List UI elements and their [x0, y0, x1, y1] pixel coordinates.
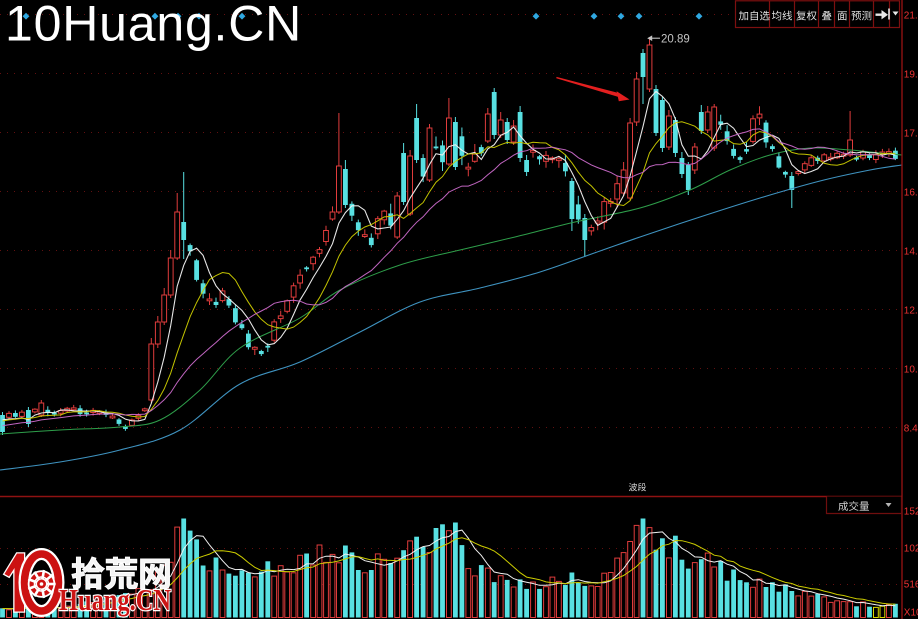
svg-text:516: 516	[904, 580, 918, 591]
svg-text:X10: X10	[904, 608, 918, 619]
svg-text:102: 102	[904, 544, 918, 555]
svg-text:10Huang.CN: 10Huang.CN	[5, 0, 302, 52]
svg-text:12.: 12.	[904, 305, 918, 316]
svg-text:20.89: 20.89	[661, 34, 690, 46]
svg-text:8.4: 8.4	[904, 423, 918, 434]
svg-text:19.: 19.	[904, 69, 918, 80]
svg-text:17.: 17.	[904, 128, 918, 139]
svg-text:14.: 14.	[904, 246, 918, 257]
svg-text:10.: 10.	[904, 364, 918, 375]
svg-text:Huang.CN: Huang.CN	[59, 582, 171, 617]
svg-text:16.: 16.	[904, 187, 918, 198]
svg-text:21.: 21.	[904, 10, 918, 21]
svg-text:152: 152	[904, 507, 918, 518]
